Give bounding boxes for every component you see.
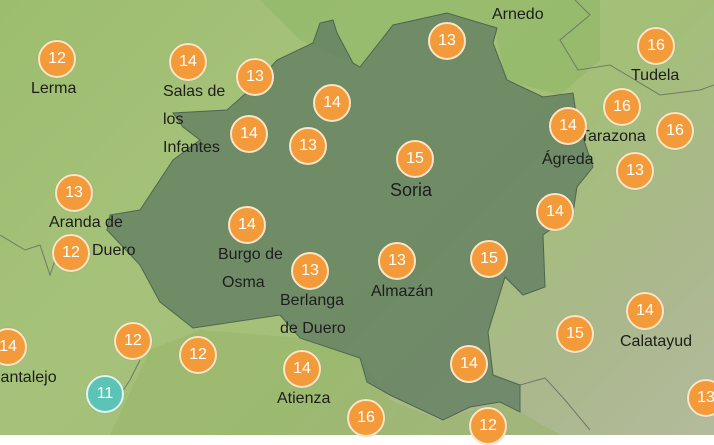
temperature-marker[interactable]: 13 (291, 252, 329, 290)
temperature-marker[interactable]: 12 (179, 336, 217, 374)
temperature-marker[interactable]: 13 (428, 22, 466, 60)
temperature-marker[interactable]: 13 (687, 379, 714, 417)
city-label-aranda-de-duero: Aranda de (49, 214, 123, 231)
temperature-marker[interactable]: 14 (0, 328, 27, 366)
city-label-agreda: Ágreda (542, 151, 594, 168)
temperature-marker[interactable]: 14 (549, 107, 587, 145)
temperature-marker[interactable]: 13 (616, 152, 654, 190)
city-label-tudela: Tudela (631, 67, 680, 84)
city-label-arnedo: Arnedo (492, 6, 544, 23)
temperature-marker[interactable]: 14 (626, 292, 664, 330)
temperature-marker[interactable]: 12 (52, 234, 90, 272)
temperature-marker[interactable]: 13 (55, 174, 93, 212)
city-label-almazan: Almazán (371, 283, 434, 300)
region-boundary-west (0, 234, 56, 277)
city-label-tarazona: Tarazona (580, 128, 646, 145)
city-label-burgo-de-osma: Burgo de (218, 246, 283, 263)
temperature-marker[interactable]: 14 (450, 345, 488, 383)
city-label-salas-de-los-infantes-3: Infantes (163, 139, 220, 156)
hills-northeast (260, 0, 600, 95)
temperature-marker[interactable]: 12 (114, 322, 152, 360)
temperature-marker[interactable]: 14 (230, 115, 268, 153)
temperature-marker[interactable]: 16 (347, 399, 385, 437)
temperature-marker[interactable]: 14 (228, 206, 266, 244)
city-label-salas-de-los-infantes: Salas de (163, 83, 226, 100)
city-label-lerma: Lerma (31, 80, 77, 97)
temperature-marker[interactable]: 15 (396, 140, 434, 178)
temperature-marker[interactable]: 12 (469, 407, 507, 445)
city-label-atienza: Atienza (277, 390, 331, 407)
city-label-burgo-de-osma-2: Osma (222, 274, 265, 291)
temperature-marker[interactable]: 15 (556, 315, 594, 353)
city-label-salas-de-los-infantes-2: los (163, 111, 184, 128)
city-label-berlanga-de-duero-2: de Duero (280, 320, 346, 337)
city-label-soria: Soria (390, 180, 433, 200)
temperature-marker[interactable]: 14 (169, 43, 207, 81)
temperature-marker[interactable]: 14 (283, 350, 321, 388)
temperature-marker[interactable]: 16 (656, 112, 694, 150)
temperature-marker[interactable]: 14 (536, 193, 574, 231)
temperature-marker[interactable]: 15 (470, 240, 508, 278)
temperature-marker[interactable]: 13 (289, 127, 327, 165)
city-label-berlanga-de-duero: Berlanga (280, 292, 345, 309)
temperature-marker[interactable]: 13 (236, 58, 274, 96)
temperature-marker[interactable]: 13 (378, 242, 416, 280)
city-label-cantalejo: Cantalejo (0, 369, 57, 386)
region-boundary-navarra (559, 0, 714, 96)
temperature-marker[interactable]: 14 (313, 84, 351, 122)
hills-south (110, 330, 560, 435)
temperature-marker[interactable]: 16 (603, 88, 641, 126)
temperature-marker[interactable]: 11 (86, 375, 124, 413)
temperature-marker[interactable]: 16 (637, 27, 675, 65)
temperature-marker[interactable]: 12 (38, 40, 76, 78)
city-label-calatayud: Calatayud (620, 333, 693, 350)
city-label-aranda-de-duero-2: Duero (92, 242, 136, 259)
